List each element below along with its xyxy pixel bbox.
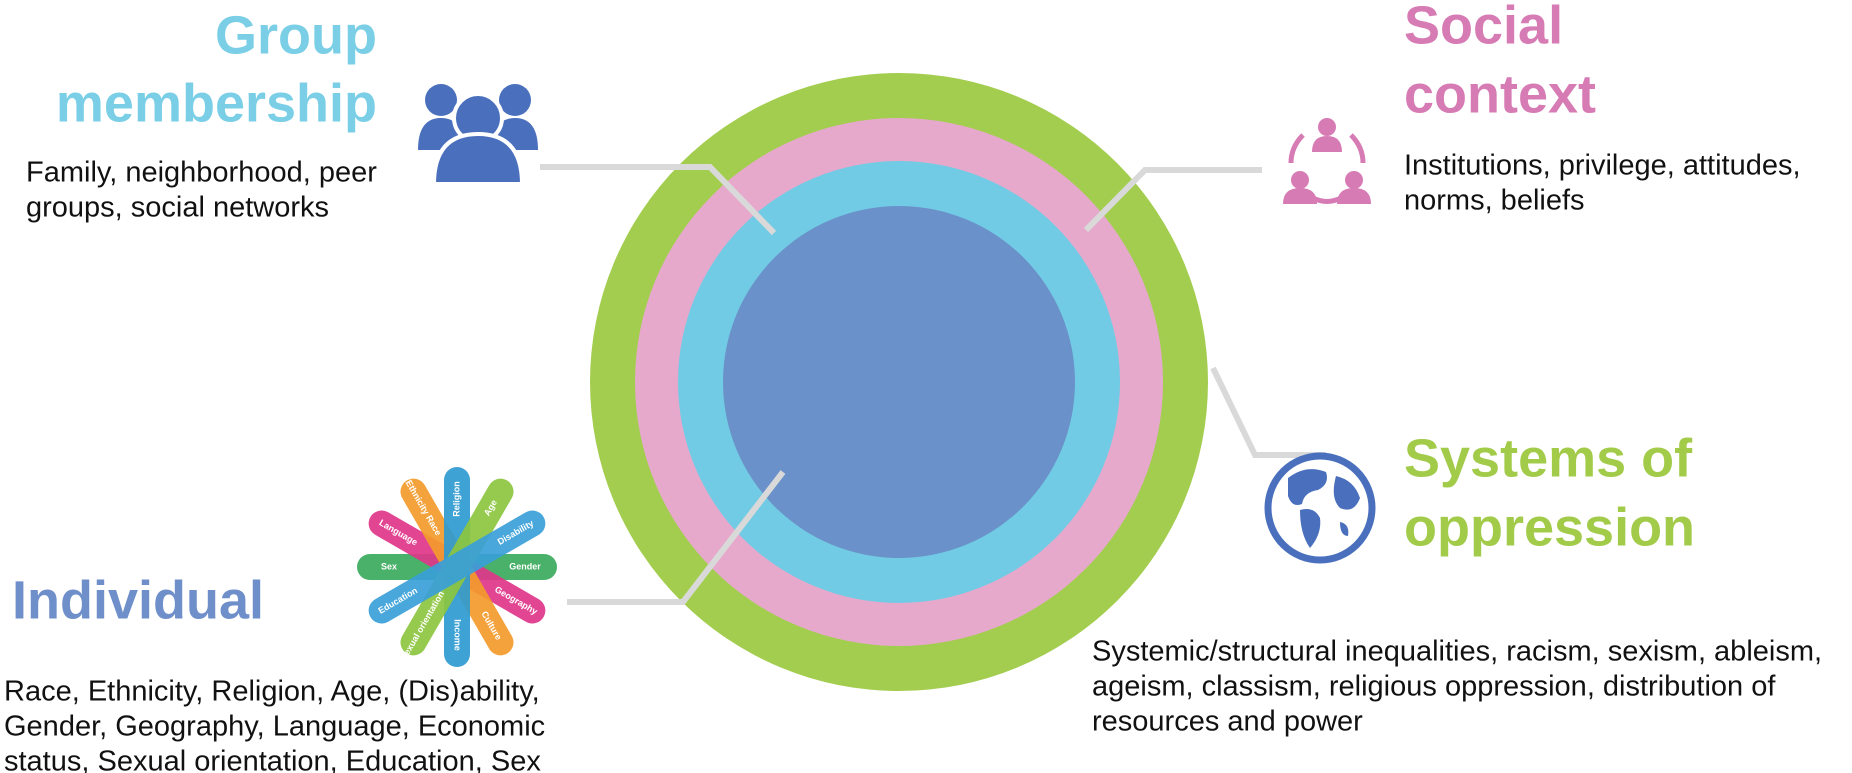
section-title: Systems of: [1404, 428, 1693, 488]
section-description: Family, neighborhood, peer: [26, 157, 377, 189]
section-description: status, Sexual orientation, Education, S…: [4, 746, 541, 773]
petal-label: Sex: [381, 561, 397, 571]
section-description: ageism, classism, religious oppression, …: [1092, 671, 1776, 703]
section-description: Institutions, privilege, attitudes,: [1404, 150, 1801, 182]
petal-label: Religion: [451, 481, 461, 517]
section-description: Systemic/structural inequalities, racism…: [1092, 636, 1822, 668]
section-title: context: [1404, 64, 1596, 124]
section-title: Group: [215, 5, 377, 65]
section-title: membership: [56, 73, 377, 133]
ring-individual: [723, 206, 1075, 558]
petal-label: Gender: [509, 561, 541, 571]
section-description: resources and power: [1092, 706, 1363, 738]
section-title: Individual: [12, 570, 264, 630]
connector: [1213, 368, 1326, 455]
section-description: groups, social networks: [26, 192, 329, 224]
section-title: Social: [1404, 0, 1563, 55]
group-icon: [418, 84, 538, 184]
section-title: oppression: [1404, 497, 1695, 557]
globe-icon: [1268, 456, 1372, 560]
section-description: norms, beliefs: [1404, 185, 1585, 217]
diagram: GenderGeographyCultureIncomeSexual orien…: [0, 0, 1852, 773]
social-icon: [1283, 118, 1371, 204]
petal-label: Income: [453, 619, 463, 651]
section-description: Gender, Geography, Language, Economic: [4, 711, 545, 743]
section-description: Race, Ethnicity, Religion, Age, (Dis)abi…: [4, 676, 540, 708]
